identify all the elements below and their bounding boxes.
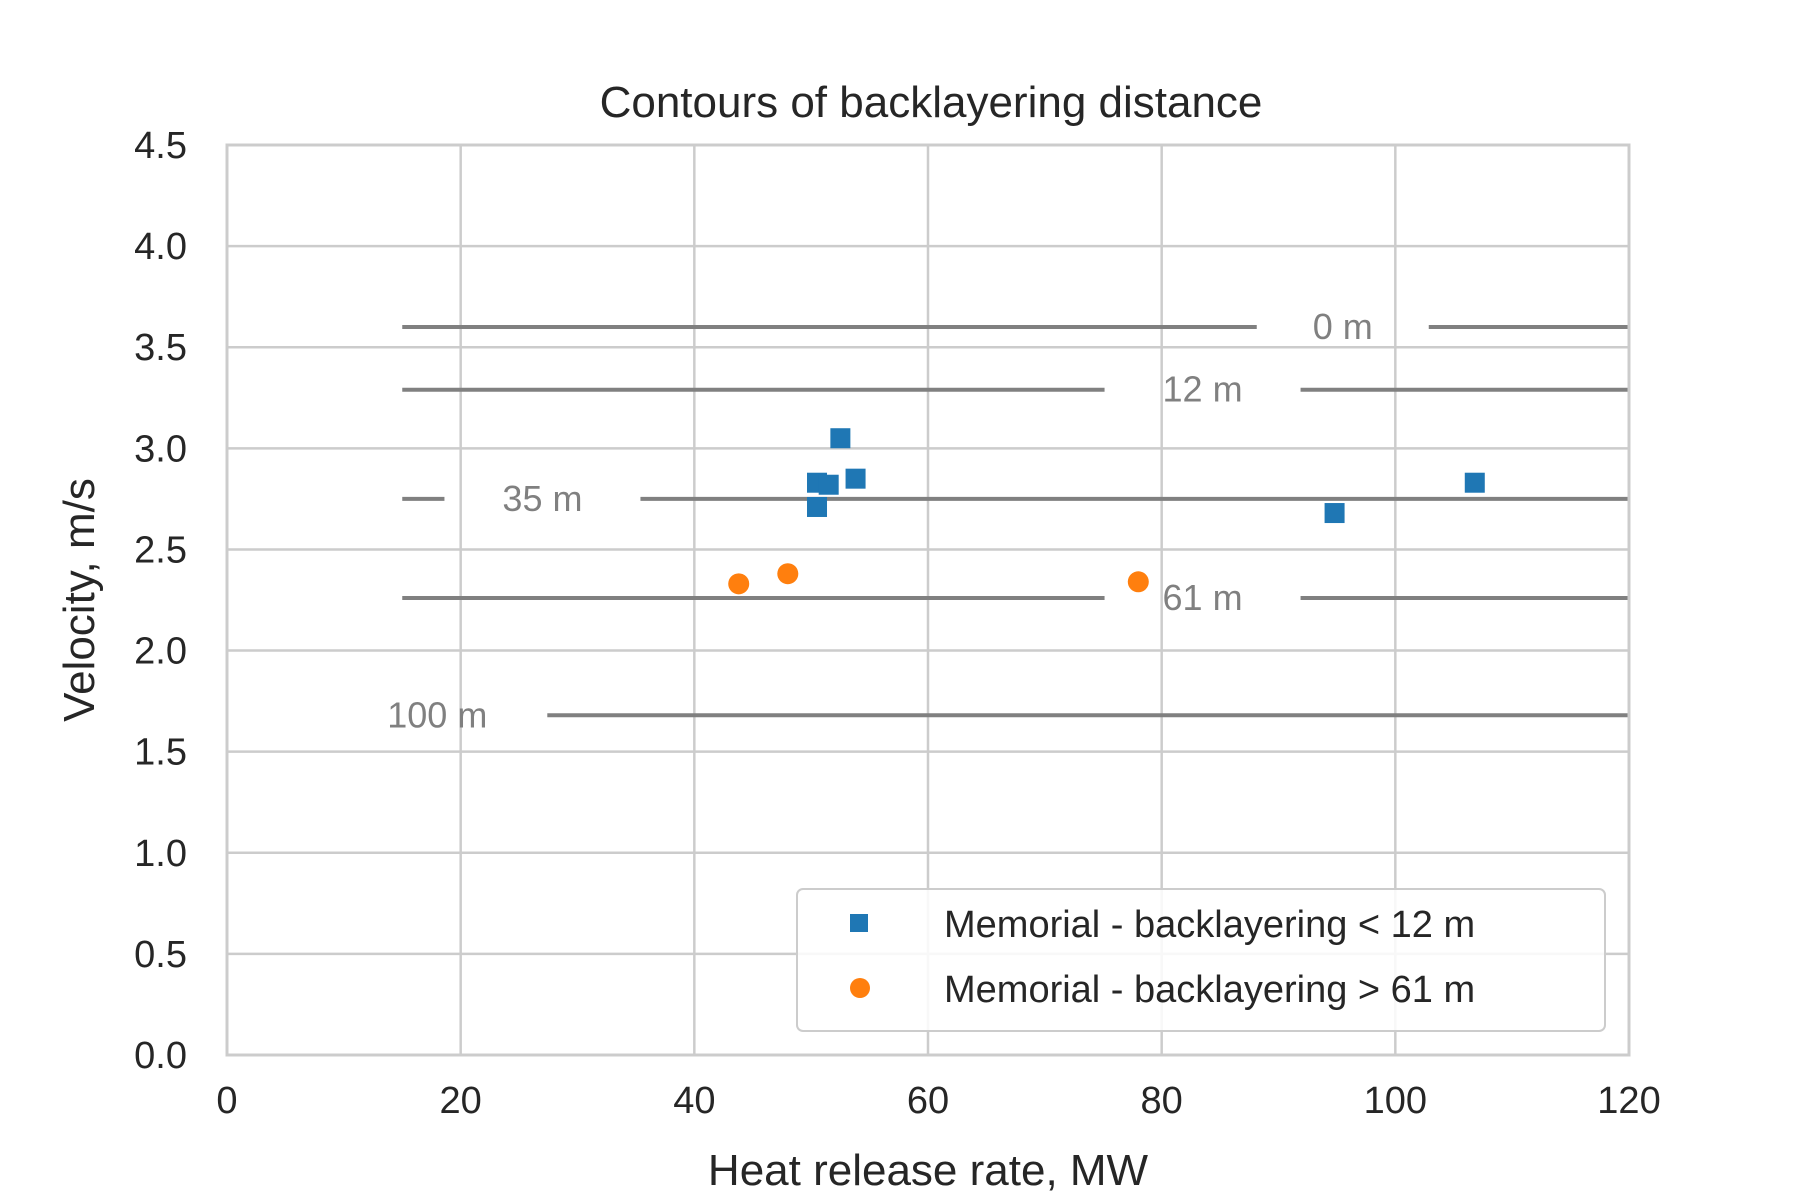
x-tick-label: 100 [1364, 1080, 1427, 1122]
square-data-point [1324, 503, 1345, 524]
legend-label-series-2: Memorial - backlayering > 61 m [944, 969, 1475, 1011]
y-tick-label: 3.5 [134, 327, 187, 369]
contour-12-m: 12 m [402, 369, 1629, 410]
square-data-point [818, 474, 839, 495]
contour-label: 61 m [1163, 577, 1243, 618]
y-tick-label: 3.0 [134, 428, 187, 470]
x-axis-label: Heat release rate, MW [708, 1146, 1149, 1195]
contour-label: 100 m [387, 694, 487, 735]
y-tick-label: 2.5 [134, 529, 187, 571]
y-tick-label: 4.0 [134, 226, 187, 268]
scatter-points [728, 428, 1485, 595]
contour-35-m: 35 m [402, 478, 1629, 519]
series-2 [728, 563, 1149, 595]
contour-0-m: 0 m [402, 306, 1629, 347]
square-data-point [845, 468, 866, 489]
x-tick-label: 0 [216, 1080, 237, 1122]
circle-data-point [1127, 571, 1149, 593]
circle-data-point [777, 563, 799, 585]
x-tick-label: 80 [1141, 1080, 1183, 1122]
x-tick-label: 120 [1597, 1080, 1660, 1122]
y-axis-label: Velocity, m/s [55, 478, 104, 722]
x-tick-label: 60 [907, 1080, 949, 1122]
circle-data-point [728, 573, 750, 595]
legend-square-marker [850, 914, 868, 932]
square-data-point [830, 428, 851, 449]
y-tick-label: 1.5 [134, 732, 187, 774]
legend: Memorial - backlayering < 12 m Memorial … [796, 888, 1606, 1032]
contour-label: 12 m [1163, 369, 1243, 410]
x-tick-labels: 0 20 40 60 80 100 120 [216, 1080, 1660, 1122]
plot-frame [225, 143, 1631, 1057]
y-tick-label: 1.0 [134, 833, 187, 875]
y-tick-label: 0.5 [134, 934, 187, 976]
y-tick-label: 4.5 [134, 125, 187, 167]
legend-label-series-1: Memorial - backlayering < 12 m [944, 904, 1475, 946]
legend-circle-marker [850, 978, 870, 998]
y-tick-label: 0.0 [134, 1035, 187, 1077]
contour-100-m: 100 m [387, 694, 1629, 735]
contour-label: 0 m [1313, 306, 1373, 347]
x-tick-label: 20 [440, 1080, 482, 1122]
series-1 [807, 428, 1485, 524]
y-tick-label: 2.0 [134, 631, 187, 673]
chart-title: Contours of backlayering distance [600, 78, 1263, 127]
square-data-point [1464, 472, 1485, 493]
y-tick-labels: 0.0 0.5 1.0 1.5 2.0 2.5 3.0 3.5 4.0 4.5 [134, 125, 187, 1077]
contour-label: 35 m [502, 478, 582, 519]
legend-box [796, 888, 1606, 1032]
x-tick-label: 40 [673, 1080, 715, 1122]
square-data-point [807, 496, 828, 517]
contour-61-m: 61 m [402, 577, 1629, 618]
contour-lines: 0 m 12 m 35 m 61 m 100 m [387, 306, 1629, 735]
